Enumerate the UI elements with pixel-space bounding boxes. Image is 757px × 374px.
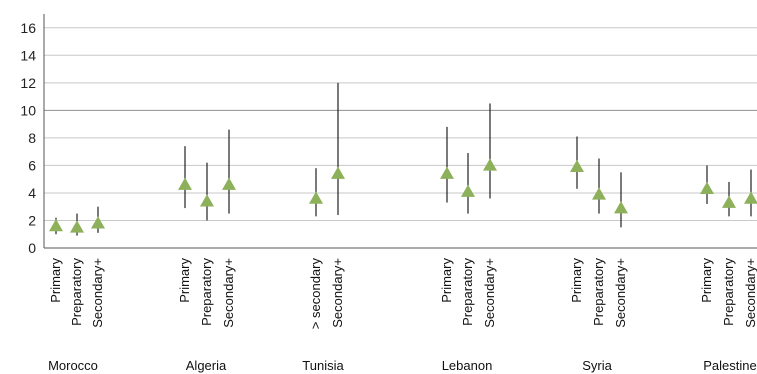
- triangle-marker: [309, 191, 323, 204]
- category-label: Secondary+: [221, 258, 236, 328]
- category-label: Preparatory: [591, 258, 606, 326]
- triangle-marker: [440, 166, 454, 179]
- triangle-marker: [744, 191, 757, 204]
- y-tick-label: 8: [28, 130, 36, 146]
- y-tick-label: 6: [28, 157, 36, 173]
- triangle-marker: [222, 177, 236, 190]
- y-tick-label: 12: [20, 75, 36, 91]
- triangle-marker: [200, 194, 214, 207]
- triangle-marker: [614, 201, 628, 214]
- y-tick-label: 14: [20, 47, 36, 63]
- y-tick-label: 10: [20, 102, 36, 118]
- category-label: Preparatory: [721, 258, 736, 326]
- y-tick-label: 16: [20, 20, 36, 36]
- category-label: Secondary+: [482, 258, 497, 328]
- country-label: Lebanon: [442, 358, 493, 373]
- category-label: Preparatory: [69, 258, 84, 326]
- axes: [43, 14, 757, 249]
- y-axis-tick-labels: 0 2 4 6 8 10 12 14 16: [20, 20, 36, 256]
- triangle-marker: [570, 159, 584, 173]
- y-tick-label: 2: [28, 212, 36, 228]
- country-label: Palestine: [703, 358, 756, 373]
- triangle-marker: [461, 184, 475, 197]
- category-labels: Primary Preparatory Secondary+ Primary Prepa…: [48, 258, 757, 330]
- triangle-marker: [722, 195, 736, 208]
- triangle-marker: [70, 220, 84, 233]
- category-label: Secondary+: [743, 258, 757, 328]
- country-label: Tunisia: [302, 358, 344, 373]
- country-label: Syria: [582, 358, 612, 373]
- category-label: Primary: [569, 258, 584, 303]
- country-label: Morocco: [48, 358, 98, 373]
- error-bars: [55, 82, 752, 236]
- gridlines: [44, 27, 757, 221]
- triangle-marker: [331, 166, 345, 179]
- category-label: Secondary+: [613, 258, 628, 328]
- category-label: Secondary+: [330, 258, 345, 328]
- triangle-marker: [178, 177, 192, 190]
- triangle-marker: [700, 181, 714, 195]
- triangle-marker: [91, 216, 105, 229]
- triangle-marker: [592, 187, 606, 200]
- category-label: Preparatory: [460, 258, 475, 326]
- category-label: Preparatory: [199, 258, 214, 326]
- category-label: Primary: [439, 258, 454, 303]
- country-label: Algeria: [186, 358, 227, 373]
- category-label: Secondary+: [90, 258, 105, 328]
- point-markers: [49, 158, 757, 233]
- y-tick-label: 0: [28, 240, 36, 256]
- country-labels: Morocco Algeria Tunisia Lebanon Syria Palesti…: [48, 358, 757, 373]
- category-label: > secondary: [308, 258, 323, 330]
- category-label: Primary: [699, 258, 714, 303]
- y-tick-label: 4: [28, 185, 36, 201]
- triangle-marker: [49, 218, 63, 232]
- category-label: Primary: [48, 258, 63, 303]
- triangle-marker: [483, 158, 497, 171]
- category-label: Primary: [177, 258, 192, 303]
